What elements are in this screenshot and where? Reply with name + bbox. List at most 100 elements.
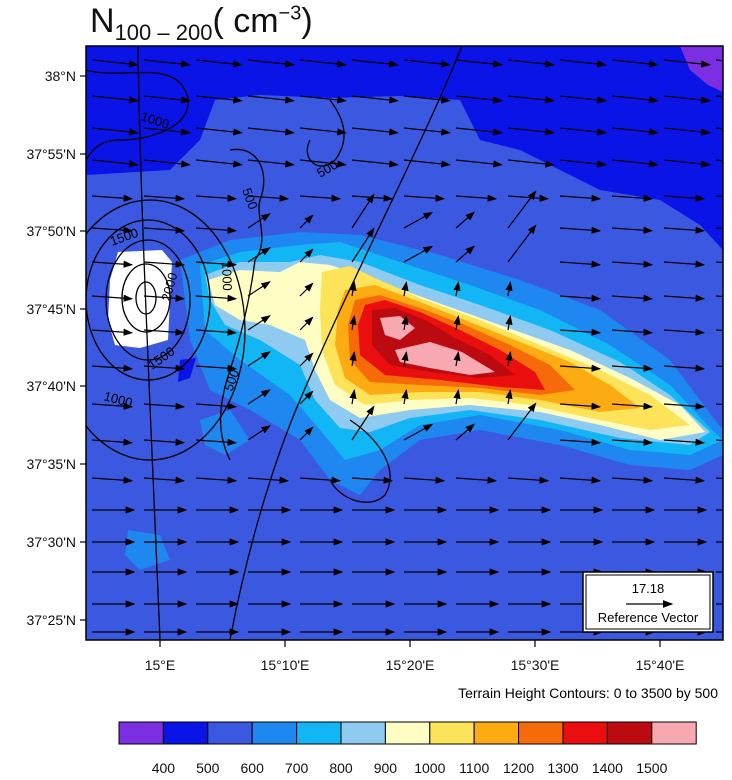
wind-arrow <box>401 281 409 297</box>
wind-arrow <box>611 260 654 268</box>
contour-label: 1000 <box>219 262 235 291</box>
wind-arrow <box>663 294 706 302</box>
wind-arrow <box>507 190 537 229</box>
wind-arrow <box>247 476 290 484</box>
wind-arrow <box>403 476 446 484</box>
reference-vector-label: Reference Vector <box>598 610 699 625</box>
wind-arrow <box>455 95 503 104</box>
wind-arrow <box>247 213 271 229</box>
wind-arrow <box>91 260 134 268</box>
lon-label: 15°E <box>145 657 176 673</box>
wind-arrow <box>403 95 451 104</box>
wind-arrow <box>247 159 295 168</box>
wind-arrow <box>195 438 238 446</box>
wind-arrow <box>195 59 243 68</box>
wind-arrow <box>195 226 238 234</box>
wind-arrow <box>507 476 550 484</box>
colorbar-swatch <box>296 721 342 745</box>
wind-arrow <box>403 194 446 202</box>
wind-arrow <box>663 476 706 484</box>
wind-arrow <box>349 389 357 405</box>
wind-arrow <box>611 294 654 302</box>
lat-label: 38°N <box>45 68 76 84</box>
wind-arrow <box>663 402 706 410</box>
wind-arrow <box>91 194 134 202</box>
wind-arrow <box>349 281 357 297</box>
lat-label: 37°35'N <box>26 456 76 472</box>
wind-arrow <box>403 211 434 229</box>
wind-arrow <box>351 127 399 136</box>
wind-arrow <box>505 351 513 367</box>
wind-arrow <box>505 281 513 297</box>
colorbar-label: 1200 <box>503 760 534 776</box>
colorbar-labels: 400 500 600 700 800 900 1000 1100 1200 1300 1400 15… <box>152 760 668 776</box>
wind-arrow <box>247 95 295 104</box>
wind-arrow <box>611 95 659 104</box>
wind-arrow <box>611 159 659 168</box>
contour-label: 2000 <box>158 271 180 303</box>
wind-arrow <box>299 352 314 367</box>
contour-label: 500 <box>221 368 243 394</box>
colorbar-label: 1500 <box>636 760 667 776</box>
wind-arrow <box>505 389 513 405</box>
wind-arrow <box>143 260 186 268</box>
wind-arrow <box>611 226 654 234</box>
wind-arrow <box>663 159 711 168</box>
wind-arrow <box>351 159 399 168</box>
wind-arrow <box>559 226 602 234</box>
colorbar-swatch <box>251 721 298 745</box>
wind-arrow <box>195 260 238 268</box>
wind-arrow <box>663 364 706 372</box>
map-title: N100 – 200( cm−3) <box>90 2 313 45</box>
lon-label: 15°40'E <box>636 657 685 673</box>
wind-arrow <box>91 364 134 372</box>
concentration-field <box>86 46 723 640</box>
wind-arrow <box>91 328 134 336</box>
colorbar-swatch <box>162 721 209 745</box>
wind-arrow <box>403 127 451 136</box>
lat-label: 37°40'N <box>26 378 76 394</box>
colorbar-swatch <box>384 721 431 745</box>
wind-arrow <box>195 328 238 336</box>
wind-arrow <box>91 294 134 302</box>
wind-arrow <box>663 59 711 68</box>
colorbar-swatch <box>429 721 475 745</box>
colorbar-swatch <box>606 721 653 745</box>
colorbar-swatch <box>562 721 608 745</box>
wind-arrow <box>247 194 290 202</box>
wind-arrow <box>195 159 243 168</box>
wind-arrow <box>401 351 409 367</box>
colorbar-label: 1000 <box>414 760 445 776</box>
lat-label: 37°30'N <box>26 534 76 550</box>
colorbar-label: 600 <box>241 760 265 776</box>
wind-arrow <box>611 402 654 410</box>
wind-arrow <box>91 159 139 168</box>
wind-arrow <box>299 95 347 104</box>
wind-arrow <box>455 159 503 168</box>
colorbar-swatch <box>340 721 386 745</box>
wind-arrow <box>455 194 498 202</box>
colorbar-label: 500 <box>196 760 220 776</box>
wind-arrow <box>559 260 602 268</box>
wind-arrow <box>507 402 537 441</box>
wind-arrow <box>195 127 243 136</box>
wind-arrow <box>349 315 357 331</box>
wind-arrow <box>195 402 238 410</box>
wind-arrow <box>611 194 654 202</box>
wind-arrow <box>299 159 347 168</box>
wind-arrow <box>247 315 271 331</box>
wind-arrow <box>299 476 342 484</box>
wind-arrow <box>663 194 706 202</box>
wind-arrow <box>403 159 451 168</box>
wind-arrow <box>143 438 186 446</box>
colorbar-label: 1300 <box>547 760 578 776</box>
wind-arrow <box>143 159 191 168</box>
wind-arrow <box>349 351 357 367</box>
wind-arrow <box>559 476 602 484</box>
wind-arrow <box>401 315 409 331</box>
wind-arrow <box>299 194 342 202</box>
wind-arrow <box>559 328 602 336</box>
wind-arrow <box>505 315 513 331</box>
wind-arrow <box>401 389 409 405</box>
